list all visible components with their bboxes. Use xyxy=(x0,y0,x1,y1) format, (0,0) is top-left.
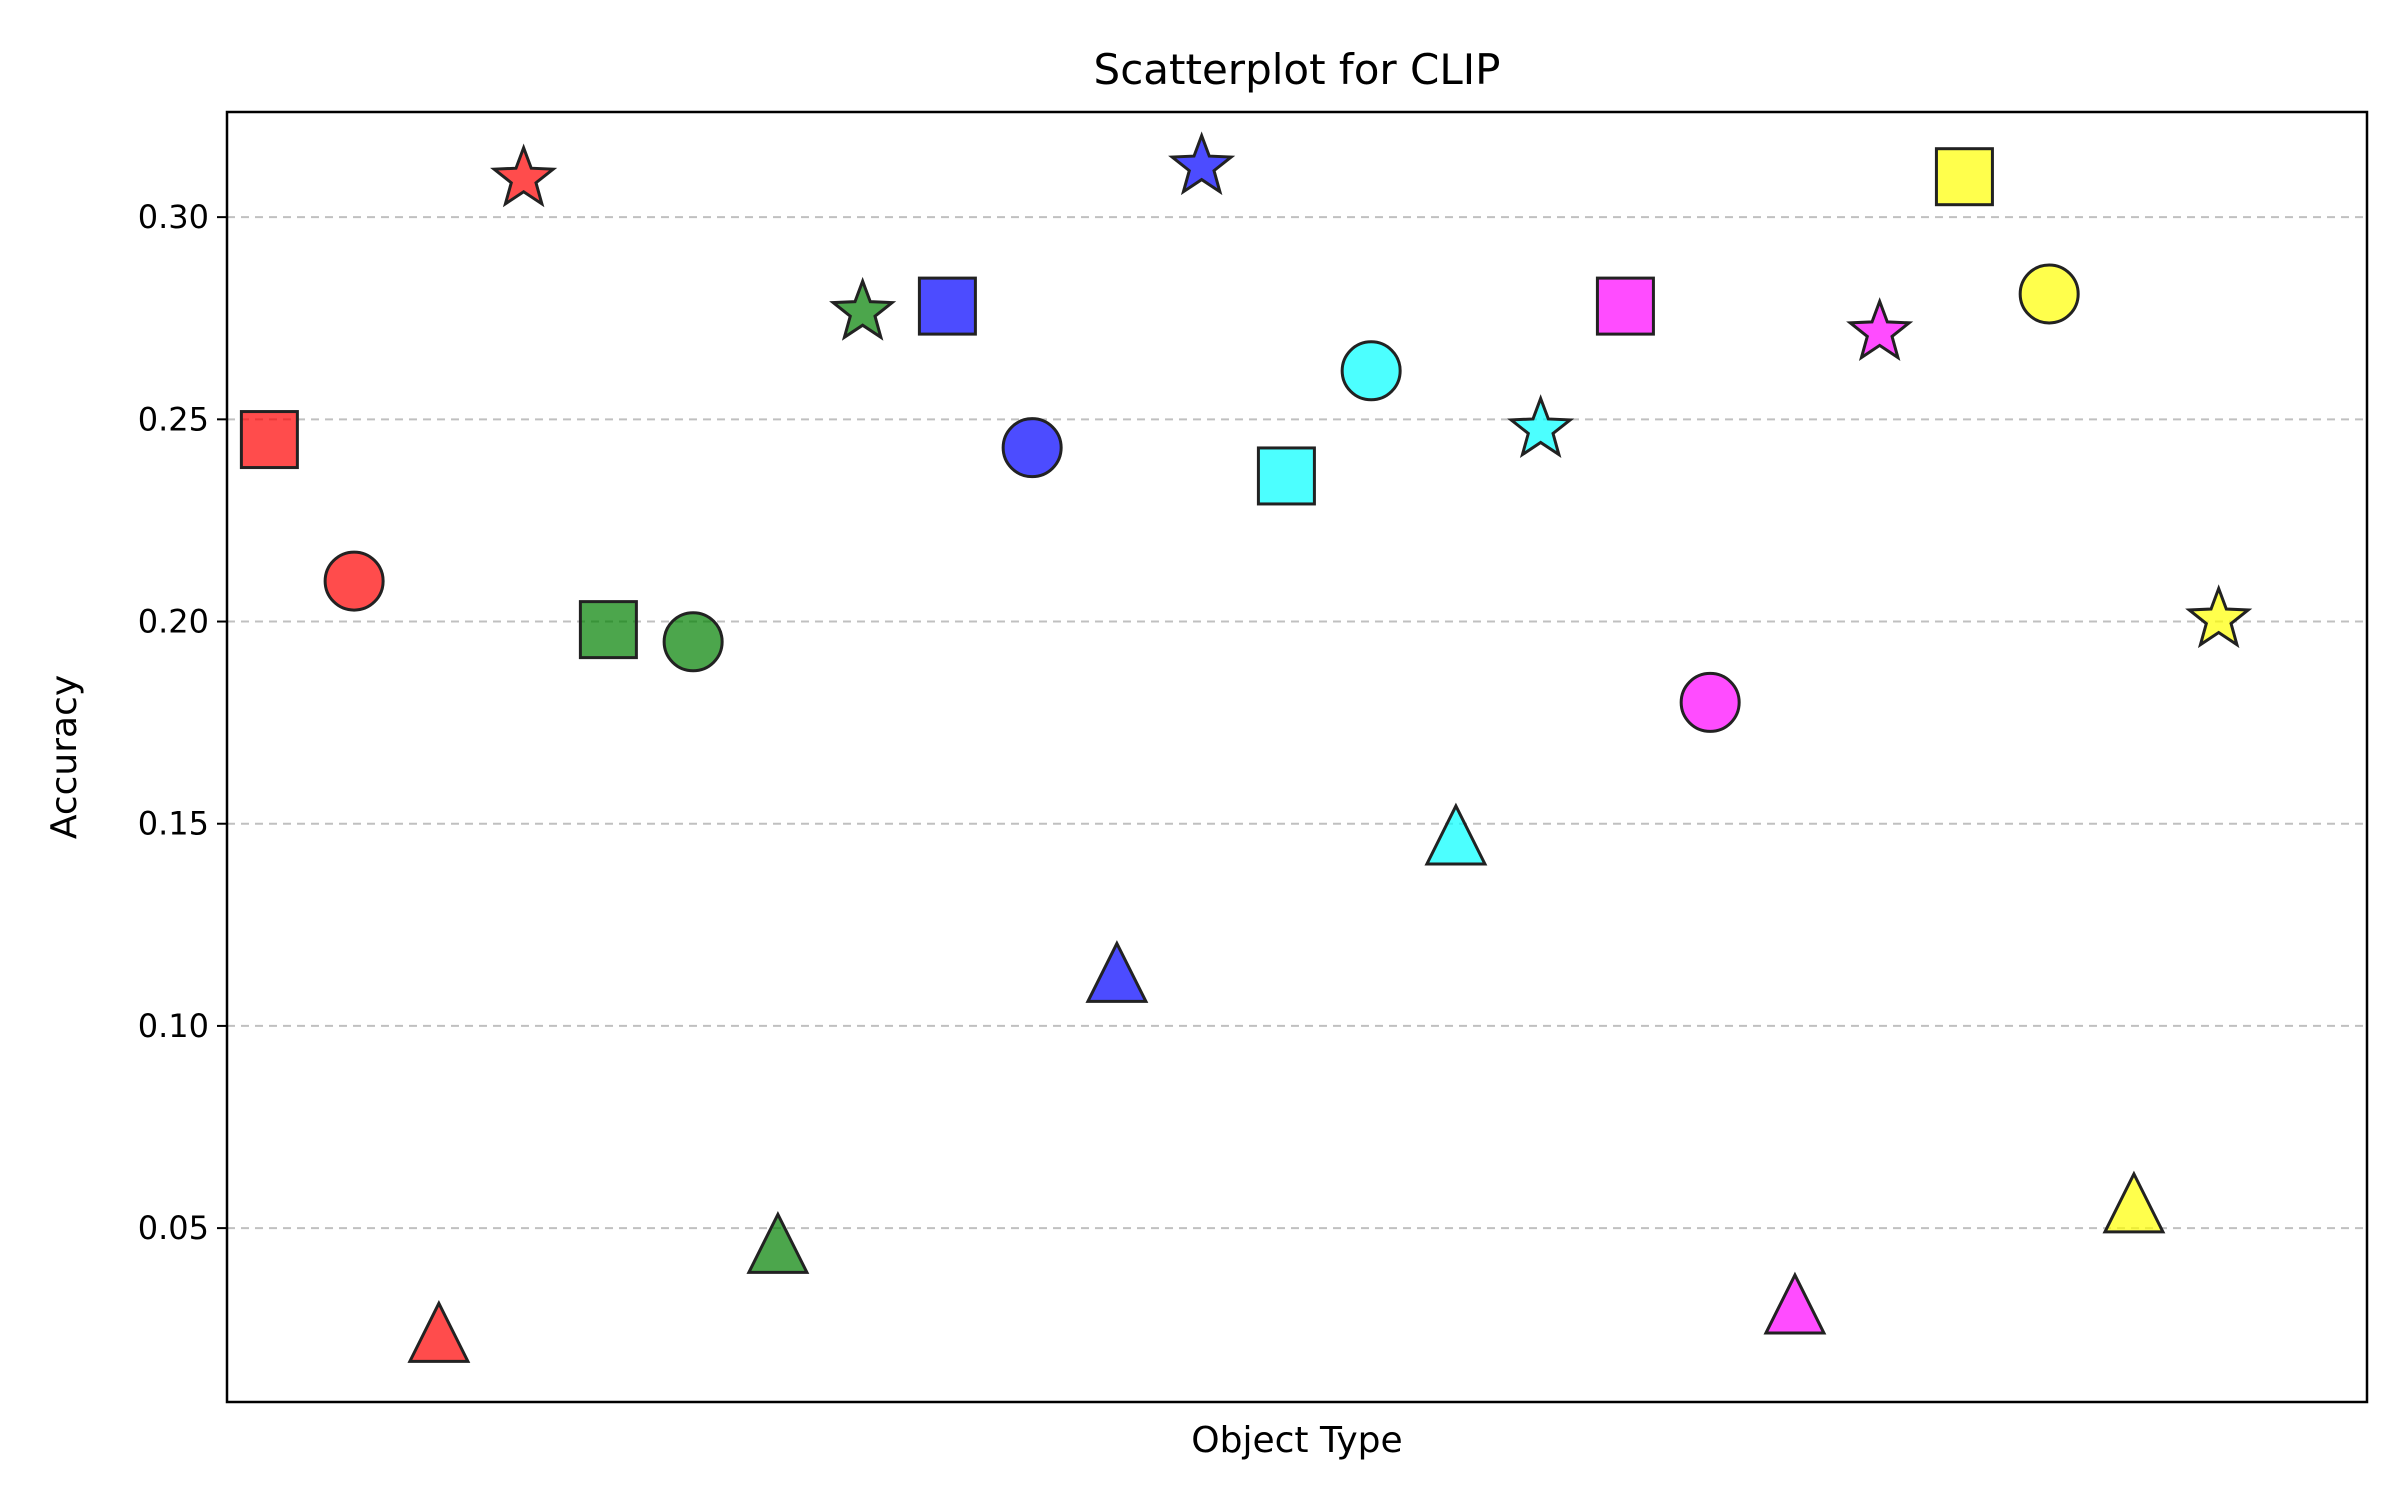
data-point-triangle-18 xyxy=(1763,1271,1827,1335)
data-point-circle-9 xyxy=(1001,417,1063,479)
y-axis: 0.05 0.10 0.15 0.20 0.25 0.30 xyxy=(138,198,227,1247)
data-point-circle-13 xyxy=(1340,340,1402,402)
data-point-circle-21 xyxy=(2018,263,2080,325)
data-point-square-8 xyxy=(917,276,977,336)
data-point-star-7 xyxy=(829,276,897,341)
data-point-triangle-2 xyxy=(407,1299,471,1363)
data-point-circle-5 xyxy=(662,611,724,673)
data-point-triangle-6 xyxy=(746,1211,810,1274)
data-point-triangle-10 xyxy=(1085,940,1149,1003)
data-point-square-20 xyxy=(1934,147,1994,207)
y-tick-label: 0.05 xyxy=(138,1209,209,1247)
y-tick-label: 0.10 xyxy=(138,1007,209,1045)
y-tick-label: 0.15 xyxy=(138,805,209,843)
data-point-star-15 xyxy=(1507,394,1575,459)
data-point-circle-1 xyxy=(323,550,385,612)
data-points xyxy=(239,131,2253,1363)
data-point-star-3 xyxy=(490,143,558,208)
data-point-square-16 xyxy=(1595,276,1655,336)
data-point-square-12 xyxy=(1256,446,1316,506)
data-point-square-4 xyxy=(578,600,638,660)
plot-frame xyxy=(225,110,2369,1404)
data-point-star-23 xyxy=(2185,584,2253,649)
chart-title: Scatterplot for CLIP xyxy=(1094,45,1501,94)
data-point-circle-17 xyxy=(1679,671,1741,733)
grid-layer xyxy=(227,216,2367,1230)
x-axis-label: Object Type xyxy=(1191,1420,1402,1461)
y-tick-label: 0.25 xyxy=(138,400,209,438)
data-point-star-19 xyxy=(1846,297,1914,361)
data-point-star-11 xyxy=(1168,131,1236,196)
data-point-triangle-14 xyxy=(1424,802,1488,866)
y-tick-label: 0.20 xyxy=(138,603,209,641)
data-point-triangle-22 xyxy=(2102,1170,2166,1234)
data-point-square-0 xyxy=(239,410,299,470)
y-axis-label: Accuracy xyxy=(44,675,85,839)
y-tick-label: 0.30 xyxy=(138,198,209,236)
